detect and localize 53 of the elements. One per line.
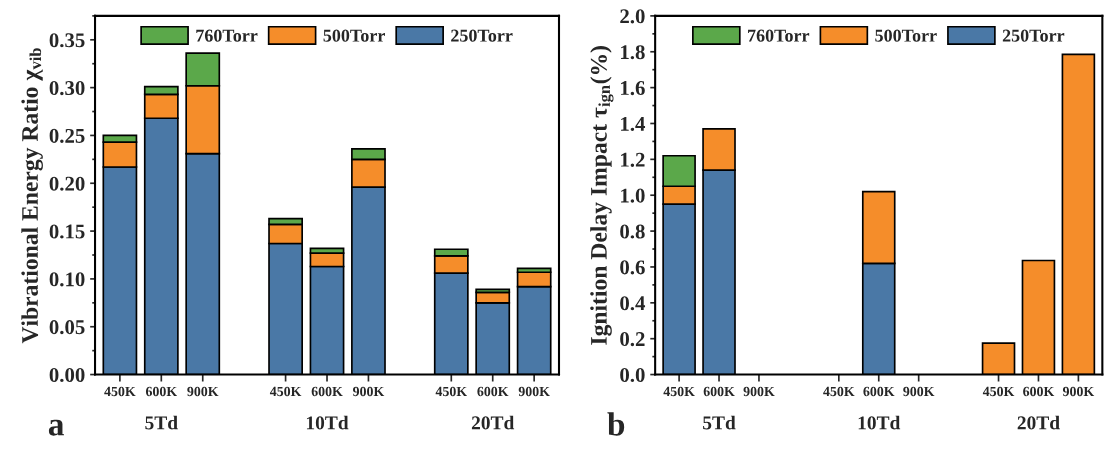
y-tick-label: 0.15: [49, 224, 85, 239]
x-tick-label: 900K: [1062, 386, 1095, 397]
x-tick-label: 600K: [145, 386, 178, 397]
legend-label: 760Torr: [748, 29, 810, 42]
x-tick-label: 450K: [269, 386, 302, 397]
y-tick-label: 0.00: [49, 367, 85, 383]
x-tick-label: 450K: [663, 386, 695, 397]
y-tick-label: 0.35: [49, 33, 85, 48]
y-tick-label: 0.05: [49, 320, 85, 335]
y-axis-title: Vibrational Energy Ratio χ$_{vib}$: [21, 48, 43, 344]
x-tick-label: 600K: [1023, 386, 1055, 397]
y-tick-label: 0.20: [49, 176, 85, 191]
text: 20Td: [1017, 415, 1060, 430]
x-tick-label: 600K: [477, 386, 509, 397]
legend-label: 250Torr: [451, 29, 513, 42]
x-tick-label: 450K: [435, 386, 467, 397]
y-tick-label: 1.0: [621, 188, 645, 203]
text: 10Td: [306, 415, 349, 430]
text: b: [607, 412, 625, 436]
y-axis-title: Ignition Delay Impact τ$_{ign}$(%): [590, 46, 614, 345]
x-tick-label: 450K: [823, 386, 855, 397]
text: 10Td: [858, 415, 901, 430]
legend-label: 250Torr: [1002, 29, 1065, 42]
y-tick-label: 2.0: [620, 9, 645, 24]
x-tick-label: 450K: [982, 386, 1015, 397]
y-tick-label: 0.8: [620, 224, 645, 239]
x-tick-label: 900K: [353, 386, 385, 397]
legend-label: 500Torr: [323, 29, 385, 42]
text: 5Td: [145, 415, 178, 430]
y-tick-label: 0.6: [620, 260, 645, 275]
y-tick-label: 1.4: [621, 116, 646, 132]
x-tick-label: 600K: [863, 386, 895, 397]
y-tick-label: 0.10: [49, 272, 85, 287]
y-tick-label: 1.8: [621, 45, 645, 60]
text: 20Td: [471, 415, 515, 430]
y-tick-label: 0.0: [620, 367, 645, 383]
x-tick-label: 900K: [187, 386, 219, 397]
legend-label: 500Torr: [875, 29, 937, 42]
y-tick-label: 0.2: [620, 332, 645, 347]
y-tick-label: 1.6: [621, 81, 645, 96]
x-tick-label: 600K: [703, 386, 735, 397]
x-tick-label: 900K: [518, 386, 550, 397]
legend-label: 760Torr: [196, 29, 258, 42]
x-tick-label: 450K: [104, 386, 136, 397]
y-tick-label: 0.30: [49, 81, 85, 96]
text: 5Td: [703, 415, 736, 430]
text: a: [48, 419, 64, 436]
y-tick-label: 1.2: [621, 152, 645, 167]
x-tick-label: 900K: [743, 386, 775, 397]
y-tick-label: 0.25: [49, 128, 85, 143]
y-tick-label: 0.4: [620, 296, 646, 311]
x-tick-label: 600K: [311, 386, 343, 397]
x-tick-label: 900K: [903, 386, 935, 397]
